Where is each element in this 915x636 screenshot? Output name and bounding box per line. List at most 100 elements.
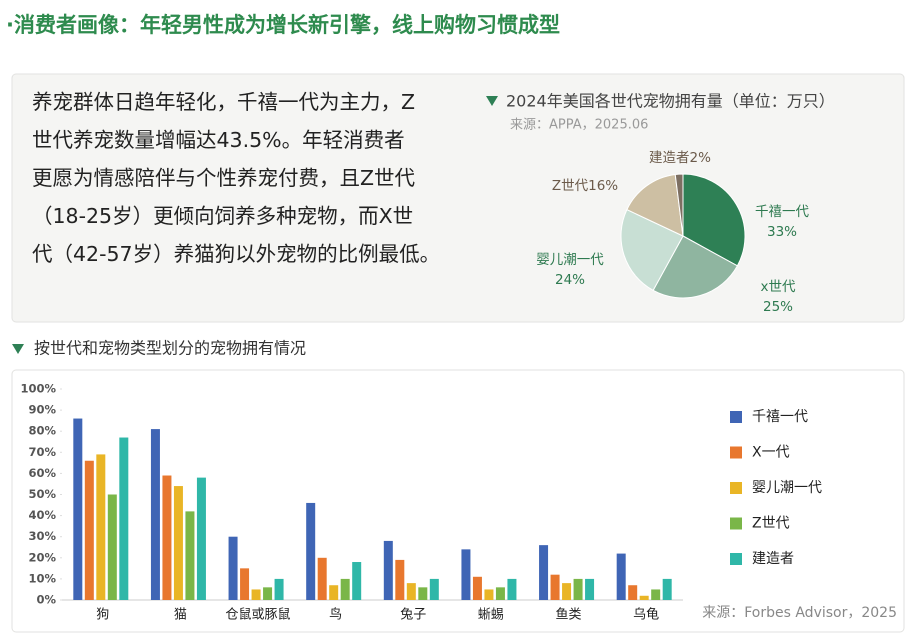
- pie-value-label: 2%: [690, 150, 712, 166]
- triangle-icon: [486, 96, 498, 106]
- bar: [150, 429, 160, 600]
- pie-value-label: 16%: [588, 178, 618, 194]
- bar: [352, 562, 362, 600]
- pie-category: Z世代: [552, 178, 589, 194]
- pie-value-label: 25%: [763, 299, 793, 315]
- bar-title: 按世代和宠物类型划分的宠物拥有情况: [34, 339, 306, 358]
- bar: [429, 578, 439, 600]
- pie-label: 婴儿潮一代: [536, 252, 604, 268]
- y-tick-label: 0%: [36, 593, 56, 607]
- bar: [196, 477, 206, 600]
- x-tick-label: 仓鼠或豚鼠: [226, 608, 291, 623]
- bar: [484, 589, 494, 600]
- bar: [628, 585, 638, 600]
- paragraph-line: 更愿为情感陪伴与个性养宠付费，且Z世代: [32, 166, 415, 190]
- bar: [162, 475, 172, 600]
- page-title: ·消费者画像：年轻男性成为增长新引擎，线上购物习惯成型: [6, 13, 560, 37]
- bar: [472, 576, 482, 600]
- bar: [73, 418, 83, 600]
- y-tick-label: 10%: [28, 571, 56, 585]
- bar: [228, 536, 238, 600]
- paragraph-line: （18-25岁）更倾向饲养多种宠物，而X世: [32, 204, 413, 228]
- pie-subtitle: 来源：APPA，2025.06: [510, 118, 648, 133]
- bar: [616, 553, 626, 600]
- pie-category: 建造者: [649, 150, 690, 166]
- bar: [395, 559, 405, 600]
- triangle-icon: [12, 344, 24, 354]
- y-tick-label: 20%: [28, 550, 56, 564]
- bar-source: 来源：Forbes Advisor，2025: [702, 605, 897, 621]
- x-tick-label: 鸟: [329, 607, 342, 623]
- pie-value-label: 33%: [767, 224, 797, 240]
- bar: [274, 578, 284, 600]
- legend-label: Z世代: [752, 516, 790, 532]
- bar: [539, 545, 549, 600]
- bar: [507, 578, 517, 600]
- pie-title: 2024年美国各世代宠物拥有量（单位：万只）: [506, 92, 835, 111]
- pie-slice: [620, 208, 684, 292]
- bar: [240, 568, 250, 600]
- y-tick-label: 80%: [28, 424, 56, 438]
- bar: [406, 583, 416, 600]
- bar: [651, 589, 661, 600]
- x-tick-label: 鱼类: [556, 607, 582, 623]
- bar: [263, 587, 273, 600]
- legend-label: X一代: [752, 445, 790, 461]
- bar: [550, 574, 560, 600]
- bar: [585, 578, 595, 600]
- legend-label: 千禧一代: [752, 409, 808, 425]
- y-tick-label: 60%: [28, 466, 56, 480]
- bar: [306, 502, 316, 600]
- x-tick-label: 蜥蜴: [478, 608, 504, 623]
- bar: [639, 595, 649, 600]
- bar: [383, 540, 393, 600]
- pie-label: x世代: [761, 279, 796, 295]
- y-tick-label: 30%: [28, 529, 56, 543]
- bar: [329, 585, 339, 600]
- bar: [317, 557, 327, 600]
- bar: [84, 460, 94, 600]
- legend-swatch: [730, 411, 742, 423]
- bar: [662, 578, 672, 600]
- paragraph-line: 养宠群体日趋年轻化，千禧一代为主力，Z: [32, 90, 415, 114]
- legend-swatch: [730, 517, 742, 530]
- bar: [573, 578, 583, 600]
- y-tick-label: 50%: [28, 487, 56, 501]
- x-tick-label: 狗: [96, 608, 109, 623]
- legend-swatch: [730, 446, 742, 459]
- bar: [185, 511, 195, 600]
- bar: [96, 454, 106, 600]
- bar: [173, 486, 183, 600]
- y-tick-label: 40%: [28, 508, 56, 522]
- bar: [495, 587, 505, 600]
- pie-label: 建造者2%: [649, 150, 711, 166]
- bar: [340, 578, 350, 600]
- y-tick-label: 100%: [20, 382, 56, 396]
- legend-swatch: [730, 482, 742, 494]
- x-tick-label: 猫: [174, 608, 187, 623]
- pie-value-label: 24%: [555, 272, 585, 288]
- legend-label: 建造者: [752, 551, 794, 567]
- x-tick-label: 乌龟: [633, 607, 659, 623]
- bar: [119, 437, 129, 600]
- bar: [461, 549, 471, 600]
- x-tick-label: 兔子: [400, 608, 426, 623]
- pie-slice: [626, 173, 684, 237]
- y-tick-label: 90%: [28, 403, 56, 417]
- legend-swatch: [730, 553, 742, 565]
- bar: [418, 587, 428, 600]
- pie-slice: [682, 173, 746, 267]
- paragraph-line: 世代养宠数量增幅达43.5%。年轻消费者: [32, 128, 405, 152]
- legend-label: 婴儿潮一代: [752, 480, 822, 496]
- bar: [251, 589, 261, 600]
- pie-slice: [674, 173, 684, 237]
- pie-label: 千禧一代: [755, 204, 809, 220]
- y-tick-label: 70%: [28, 445, 56, 459]
- paragraph-line: 代（42-57岁）养猫狗以外宠物的比例最低。: [32, 242, 440, 266]
- pie-slice: [652, 235, 739, 299]
- bar: [562, 583, 572, 600]
- pie-label: Z世代16%: [552, 178, 618, 194]
- bar: [107, 494, 117, 600]
